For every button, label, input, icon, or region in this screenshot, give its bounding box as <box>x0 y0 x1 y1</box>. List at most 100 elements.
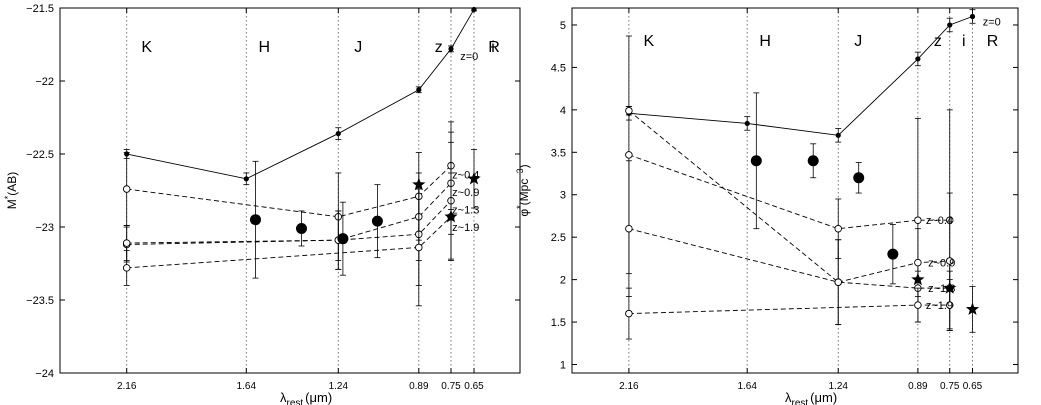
data-point <box>947 22 953 28</box>
data-point <box>415 243 423 252</box>
x-axis-label-part: rest <box>792 398 809 405</box>
y-tick-label: 4.5 <box>551 62 566 74</box>
data-point <box>122 239 131 247</box>
data-point <box>243 176 249 182</box>
band-label: J <box>854 33 862 50</box>
data-point <box>371 215 383 227</box>
data-point <box>969 13 976 20</box>
data-point <box>943 281 957 294</box>
y-tick-label: 2.5 <box>551 232 566 244</box>
band-label: z <box>934 33 942 50</box>
y-axis-label: M*(AB) <box>3 172 19 210</box>
series-annotation: z~0.4 <box>452 169 479 181</box>
series-line <box>126 165 452 218</box>
series-line <box>126 182 452 245</box>
series-z-0 <box>625 9 976 143</box>
data-point <box>914 301 922 309</box>
data-point <box>945 257 954 265</box>
data-point <box>625 106 633 115</box>
y-tick-label: −22.5 <box>26 149 54 161</box>
x-axis-label-part: λ <box>280 390 287 405</box>
band-label: i <box>491 39 495 56</box>
y-axis-label: φ*(Mpc−3) <box>515 164 531 216</box>
x-tick-label: 2.16 <box>619 381 639 392</box>
series-line <box>126 200 452 244</box>
data-point <box>412 177 426 191</box>
data-point <box>467 171 481 185</box>
series-annotation: z~0.9 <box>928 258 955 270</box>
y-axis-label-part: −3 <box>515 168 525 178</box>
series-annotation: z~0.4 <box>926 215 953 227</box>
y-tick-label: 3 <box>560 190 566 202</box>
plot-frame <box>59 7 521 374</box>
series-z-0-9 <box>122 131 455 270</box>
series-line <box>628 110 950 289</box>
series-star <box>412 149 481 223</box>
data-point <box>448 46 454 52</box>
data-point <box>444 209 458 223</box>
y-tick-label: 4 <box>560 105 566 117</box>
band-label: R <box>987 33 999 50</box>
band-label: z <box>435 39 443 56</box>
x-axis-label: λrest (μm) <box>280 390 332 405</box>
data-point <box>835 132 841 138</box>
series-line <box>628 228 950 283</box>
x-tick-label: 2.16 <box>117 381 137 392</box>
data-point <box>834 278 842 286</box>
series-z-0 <box>123 6 477 186</box>
x-tick-label: 1.64 <box>737 381 757 392</box>
y-axis-label-part: * <box>515 205 525 209</box>
series-z-1-9 <box>625 279 954 340</box>
data-point <box>335 130 341 137</box>
x-tick-label: 0.89 <box>908 381 928 392</box>
y-tick-label: 3.5 <box>551 147 566 159</box>
band-label: H <box>259 39 271 56</box>
data-point <box>914 258 922 267</box>
y-axis-label-part: * <box>3 195 13 199</box>
band-label: K <box>644 33 655 50</box>
x-axis-label-part: (μm) <box>305 390 332 405</box>
series-big-dot <box>750 92 899 285</box>
series-line <box>628 16 973 136</box>
y-axis-label-part: M <box>5 199 19 209</box>
series-annotation: z~1.9 <box>452 222 479 234</box>
data-point <box>834 224 842 233</box>
y-tick-label: −24 <box>35 368 54 380</box>
x-axis-label-part: (μm) <box>810 390 837 405</box>
y-axis-label-part: ) <box>517 164 531 168</box>
data-point <box>744 120 750 127</box>
x-tick-label: 0.65 <box>464 381 484 392</box>
y-tick-label: −23 <box>35 222 54 234</box>
series-line <box>628 154 950 230</box>
band-label: K <box>141 39 152 56</box>
y-axis-label-part: φ <box>517 209 531 217</box>
series-annotation: z~0.9 <box>452 187 479 199</box>
data-point <box>914 216 922 224</box>
x-axis-label: λrest (μm) <box>785 390 837 405</box>
band-label: H <box>759 33 771 50</box>
data-point <box>911 272 925 286</box>
y-tick-label: 1 <box>560 360 566 372</box>
data-point <box>853 172 865 184</box>
series-z-1-9 <box>122 172 455 307</box>
series-annotation: z=0 <box>983 17 1001 29</box>
chart-panel-2: 1 1.5 2 2.5 3 3.5 4 4.5 5 2.16 1.64 1.24 0.89 0.75 0.6… <box>515 7 1019 405</box>
series-big-dot <box>250 160 383 279</box>
data-point <box>337 233 349 245</box>
x-tick-label: 0.65 <box>963 381 983 392</box>
data-point <box>122 264 131 272</box>
x-tick-label: 1.24 <box>829 381 849 392</box>
data-point <box>915 56 921 62</box>
data-point <box>296 222 307 234</box>
plot-frame <box>571 7 1019 374</box>
data-point <box>965 302 980 315</box>
data-point <box>887 248 899 260</box>
data-point <box>625 151 633 159</box>
data-point <box>807 155 819 167</box>
series-annotation: z~1.9 <box>926 300 953 312</box>
data-point <box>416 87 422 93</box>
data-point <box>122 185 131 193</box>
series-annotation: z~1.3 <box>452 204 479 216</box>
band-label: i <box>962 33 966 50</box>
y-tick-label: 5 <box>560 20 566 32</box>
